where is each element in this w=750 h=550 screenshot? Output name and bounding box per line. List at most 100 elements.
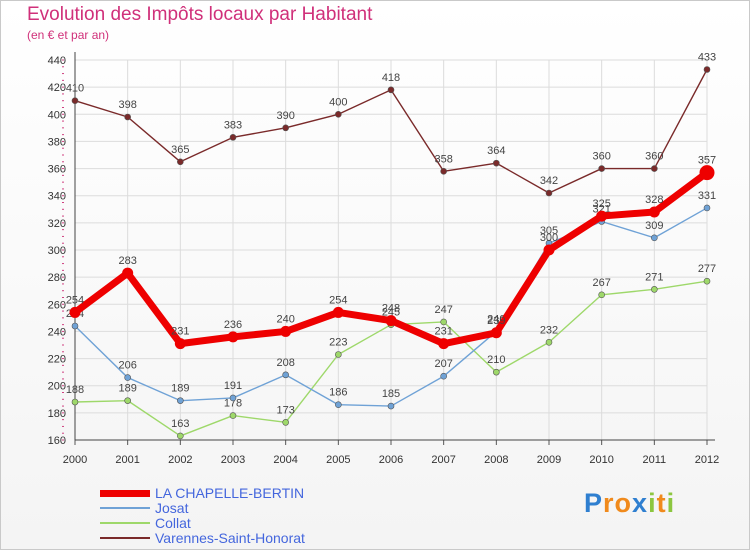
y-tick-label: 340	[48, 191, 66, 203]
y-tick-label: 320	[48, 218, 66, 230]
data-label: 390	[276, 110, 294, 122]
data-point	[651, 286, 658, 293]
data-label: 283	[118, 255, 136, 267]
data-point	[648, 206, 660, 218]
data-label: 240	[276, 313, 294, 325]
data-label: 331	[698, 190, 716, 202]
data-point	[438, 338, 450, 350]
x-tick-label: 2007	[431, 454, 455, 466]
data-label: 309	[645, 220, 663, 232]
data-point	[71, 322, 79, 330]
x-tick-label: 2009	[537, 454, 561, 466]
data-point	[703, 66, 711, 73]
x-tick-label: 2012	[695, 454, 719, 466]
data-point	[71, 97, 79, 105]
legend-item-josat: Josat	[100, 500, 420, 516]
data-point	[440, 167, 447, 175]
data-label: 267	[592, 277, 610, 289]
data-point	[703, 204, 711, 212]
data-label: 360	[645, 151, 663, 163]
x-tick-label: 2003	[221, 454, 245, 466]
y-tick-label: 200	[48, 381, 66, 393]
data-label: 410	[66, 83, 84, 95]
y-tick-label: 240	[48, 326, 66, 338]
data-point	[493, 159, 500, 167]
data-point	[385, 315, 397, 327]
data-point	[174, 338, 186, 350]
data-point	[651, 234, 658, 242]
data-point	[71, 398, 79, 406]
y-tick-label: 440	[48, 55, 66, 67]
x-tick-label: 2002	[168, 454, 192, 466]
data-label: 277	[698, 263, 716, 275]
data-point	[545, 338, 553, 346]
data-point	[282, 419, 289, 426]
legend-label: Varennes-Saint-Honorat	[155, 530, 305, 546]
data-label: 231	[171, 326, 189, 338]
legend-swatch	[100, 490, 150, 497]
data-label: 223	[329, 337, 347, 349]
x-tick-label: 2008	[484, 454, 508, 466]
data-label: 358	[434, 153, 452, 165]
data-label: 191	[224, 380, 242, 392]
legend-swatch	[100, 522, 150, 524]
proxiti-logo: Proxiti	[584, 488, 675, 519]
data-label: 357	[698, 155, 716, 167]
data-point	[335, 351, 342, 358]
x-tick-label: 2011	[643, 454, 667, 466]
data-label: 239	[487, 315, 505, 327]
data-label: 173	[276, 404, 294, 416]
data-point	[493, 368, 500, 376]
data-label: 206	[118, 360, 136, 372]
data-point	[332, 306, 344, 318]
logo-letter: i	[648, 488, 657, 518]
data-point	[124, 374, 131, 381]
data-label: 208	[276, 357, 294, 369]
logo-letter: i	[666, 488, 676, 518]
data-point	[699, 165, 715, 181]
data-label: 236	[224, 319, 242, 331]
data-point	[543, 244, 555, 256]
logo-letter: r	[603, 488, 615, 518]
data-point	[387, 402, 395, 410]
data-label: 300	[540, 232, 558, 244]
data-point	[598, 165, 605, 172]
data-point	[229, 394, 237, 402]
data-label: 254	[66, 294, 84, 306]
data-label: 383	[224, 119, 242, 131]
data-point	[177, 397, 184, 404]
logo-letter: o	[614, 488, 633, 518]
data-label: 271	[645, 271, 663, 283]
logo-letter: P	[584, 488, 604, 518]
data-label: 186	[329, 387, 347, 399]
data-label: 210	[487, 354, 505, 366]
data-label: 325	[592, 198, 610, 210]
data-point	[229, 134, 237, 141]
x-tick-label: 2001	[115, 454, 139, 466]
legend-swatch	[100, 507, 150, 509]
data-point	[598, 291, 605, 299]
data-label: 232	[540, 324, 558, 336]
logo-letter: x	[632, 488, 649, 518]
data-point	[122, 267, 134, 279]
data-label: 231	[434, 326, 452, 338]
data-point	[282, 371, 289, 379]
y-tick-label: 300	[48, 245, 66, 257]
data-label: 433	[698, 52, 716, 64]
x-tick-label: 2006	[379, 454, 403, 466]
legend-swatch	[100, 537, 150, 539]
data-point	[490, 327, 502, 339]
data-point	[282, 124, 289, 132]
line-chart: 160 180 200 220 240 260 280 300 320 340 360 380 400 4…	[48, 52, 720, 467]
x-tick-label: 2005	[326, 454, 350, 466]
legend-item-la-chapelle-bertin: LA CHAPELLE-BERTIN	[100, 485, 420, 501]
legend: LA CHAPELLE-BERTIN Josat Collat Varennes…	[100, 485, 420, 546]
y-tick-label: 420	[48, 82, 66, 94]
data-point	[280, 325, 292, 337]
data-label: 163	[171, 418, 189, 430]
data-label: 360	[592, 151, 610, 163]
data-label: 189	[118, 383, 136, 395]
data-point	[177, 432, 184, 440]
data-label: 247	[434, 304, 452, 316]
data-point	[229, 412, 237, 419]
